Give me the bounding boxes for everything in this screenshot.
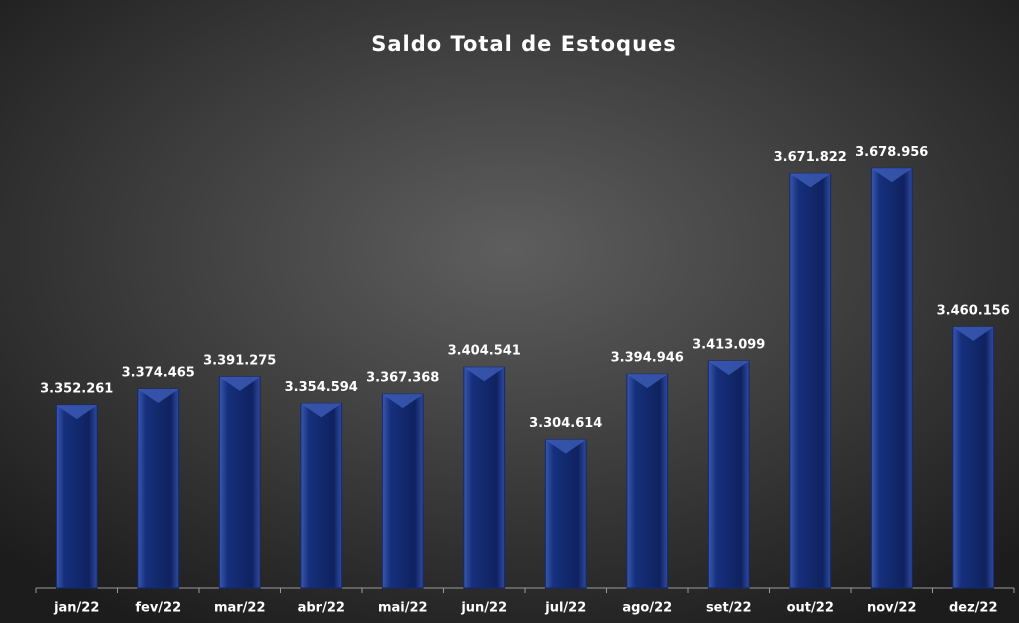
x-tick-label: ago/22 — [622, 601, 672, 616]
bar — [218, 376, 261, 589]
x-tick-label: mar/22 — [214, 601, 266, 616]
x-tick-label: mai/22 — [378, 601, 428, 616]
bar-bevel — [789, 173, 831, 188]
bar — [300, 402, 343, 589]
bar-bevel — [626, 374, 668, 389]
data-label: 3.460.156 — [937, 303, 1010, 318]
bar — [381, 393, 424, 589]
bar-bevel — [56, 405, 98, 420]
bar-bevel — [708, 361, 750, 376]
bar-bevel — [300, 403, 342, 418]
x-tick-label: jan/22 — [53, 601, 99, 616]
data-label: 3.352.261 — [40, 382, 113, 397]
bar-bevel — [545, 439, 587, 454]
data-label: 3.367.368 — [366, 371, 439, 386]
data-label: 3.304.614 — [529, 416, 602, 431]
bar — [789, 172, 832, 589]
x-tick-label: fev/22 — [135, 601, 181, 616]
bar-bevel — [871, 168, 913, 183]
bar-bevel — [382, 394, 424, 409]
bar — [626, 373, 669, 589]
bar — [952, 326, 995, 589]
bar-bevel — [137, 389, 179, 404]
data-label: 3.413.099 — [692, 338, 765, 353]
bar-bevel — [219, 376, 261, 391]
data-label: 3.394.946 — [611, 351, 684, 366]
data-label: 3.678.956 — [855, 145, 928, 160]
bar — [137, 388, 180, 589]
data-label: 3.391.275 — [203, 353, 276, 368]
x-tick-label: nov/22 — [867, 601, 917, 616]
bar — [463, 366, 506, 589]
chart-title: Saldo Total de Estoques — [371, 32, 677, 56]
bar — [707, 360, 750, 589]
data-label: 3.374.465 — [122, 366, 195, 381]
x-tick-label: out/22 — [787, 601, 834, 616]
bar — [870, 167, 913, 589]
x-tick-label: jul/22 — [544, 601, 586, 616]
data-label: 3.671.822 — [774, 150, 847, 165]
bar-bevel — [463, 367, 505, 382]
data-label: 3.354.594 — [285, 380, 358, 395]
data-label: 3.404.541 — [448, 344, 521, 359]
bar — [544, 439, 587, 589]
x-tick-label: set/22 — [706, 601, 752, 616]
x-tick-label: abr/22 — [298, 601, 345, 616]
bar — [55, 404, 98, 589]
x-tick-label: jun/22 — [460, 601, 507, 616]
bar-bevel — [952, 326, 994, 341]
x-tick-label: dez/22 — [949, 601, 998, 616]
